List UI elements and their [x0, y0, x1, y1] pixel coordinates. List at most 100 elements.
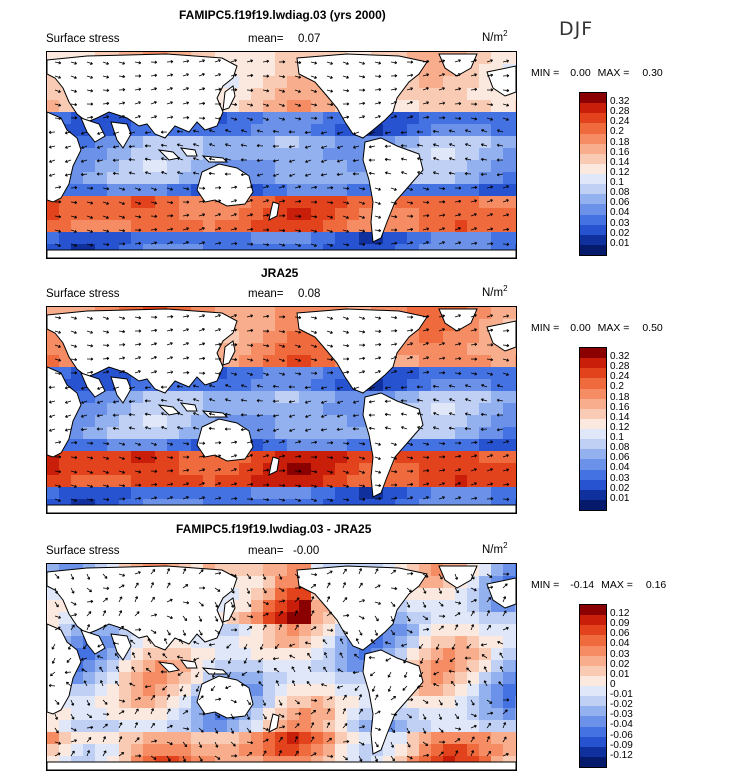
vector-arrow [70, 316, 77, 320]
colorbar-swatch [580, 133, 606, 144]
vector-arrow [128, 131, 136, 135]
vector-arrow [134, 722, 138, 729]
vector-arrow [128, 426, 136, 430]
vector-arrow [246, 741, 254, 745]
vector-arrow [390, 629, 395, 636]
vector-arrow [406, 87, 414, 91]
vector-arrow [294, 454, 302, 459]
vector-arrow [182, 601, 190, 605]
vector-arrow [54, 215, 62, 219]
vector-arrow [433, 398, 440, 402]
vector-arrow [102, 61, 110, 65]
vector-arrow [134, 571, 141, 575]
vector-arrow [70, 455, 78, 460]
vector-arrow [358, 242, 366, 246]
vector-arrow [54, 330, 62, 334]
vector-arrow [150, 370, 157, 374]
vector-arrow [310, 200, 318, 204]
vector-arrow [310, 722, 315, 729]
vector-arrow [374, 101, 382, 105]
vector-arrow [502, 199, 509, 203]
vector-arrow [198, 569, 204, 575]
vector-arrow [102, 330, 110, 334]
vector-arrow [326, 455, 334, 460]
vector-arrow [400, 171, 408, 175]
vector-arrow [86, 89, 94, 93]
vector-arrow [278, 469, 286, 473]
vector-arrow [294, 214, 302, 218]
land-north-america [296, 565, 428, 651]
vector-arrow [134, 754, 142, 758]
vector-arrow [81, 386, 88, 390]
vector-arrow [214, 199, 222, 203]
vector-arrow [166, 370, 174, 374]
vector-arrow [496, 143, 504, 147]
vector-arrow [246, 242, 254, 246]
vector-arrow [368, 386, 376, 390]
panel-1-variable: Surface stress [46, 33, 120, 45]
vector-arrow [134, 708, 139, 715]
vector-arrow [114, 653, 120, 659]
vector-arrow [406, 227, 414, 232]
vector-arrow [54, 371, 62, 376]
vector-arrow [66, 681, 72, 687]
vector-arrow [422, 573, 429, 578]
vector-arrow [417, 171, 424, 175]
vector-arrow [150, 694, 156, 701]
vector-arrow [384, 144, 392, 148]
vector-arrow [214, 372, 222, 376]
vector-arrow [294, 60, 302, 65]
vector-arrow [486, 103, 494, 107]
vector-arrow [230, 754, 238, 758]
vector-arrow [464, 398, 472, 402]
vector-arrow [374, 710, 381, 715]
vector-arrow [246, 185, 253, 189]
vector-arrow [198, 496, 206, 500]
vector-arrow [289, 428, 296, 432]
vector-arrow [86, 186, 94, 190]
vector-arrow [246, 103, 254, 107]
vector-arrow [278, 214, 286, 218]
vector-arrow [182, 241, 189, 245]
vector-arrow [310, 215, 318, 219]
vector-arrow [406, 342, 414, 346]
vector-arrow [448, 171, 456, 175]
vector-arrow [198, 441, 206, 445]
vector-arrow [486, 59, 494, 63]
vector-arrow [198, 629, 203, 636]
vector-arrow [278, 498, 286, 502]
vector-arrow [470, 624, 475, 631]
vector-arrow [294, 75, 302, 79]
colorbar-swatch [580, 479, 606, 490]
vector-arrow [470, 73, 477, 77]
vector-arrow [390, 470, 398, 474]
vector-arrow [278, 315, 286, 319]
vector-arrow [278, 75, 286, 79]
vector-arrow [198, 755, 203, 762]
vector-arrow [480, 412, 488, 417]
vector-arrow [448, 129, 456, 133]
vector-arrow [454, 59, 462, 63]
vector-arrow [230, 727, 235, 734]
vector-arrow [177, 412, 184, 416]
min-value: 0.00 [570, 322, 591, 334]
vector-arrow [326, 89, 334, 93]
vector-arrow [278, 243, 286, 247]
units-text: N/m [482, 31, 504, 44]
land-europe-east [486, 577, 516, 609]
vector-arrow [438, 482, 446, 486]
vector-arrow [358, 115, 365, 119]
vector-arrow [278, 228, 286, 233]
vector-arrow [390, 201, 398, 205]
vector-arrow [198, 314, 205, 318]
vector-arrow [70, 699, 75, 706]
vector-arrow [50, 671, 56, 677]
vector-arrow [310, 229, 318, 233]
vector-arrow [406, 328, 414, 332]
vector-arrow [195, 685, 200, 692]
vector-arrow [144, 399, 152, 403]
vector-arrow [150, 227, 158, 232]
vector-arrow [342, 582, 346, 589]
vector-arrow [342, 370, 350, 374]
vector-arrow [464, 143, 472, 147]
